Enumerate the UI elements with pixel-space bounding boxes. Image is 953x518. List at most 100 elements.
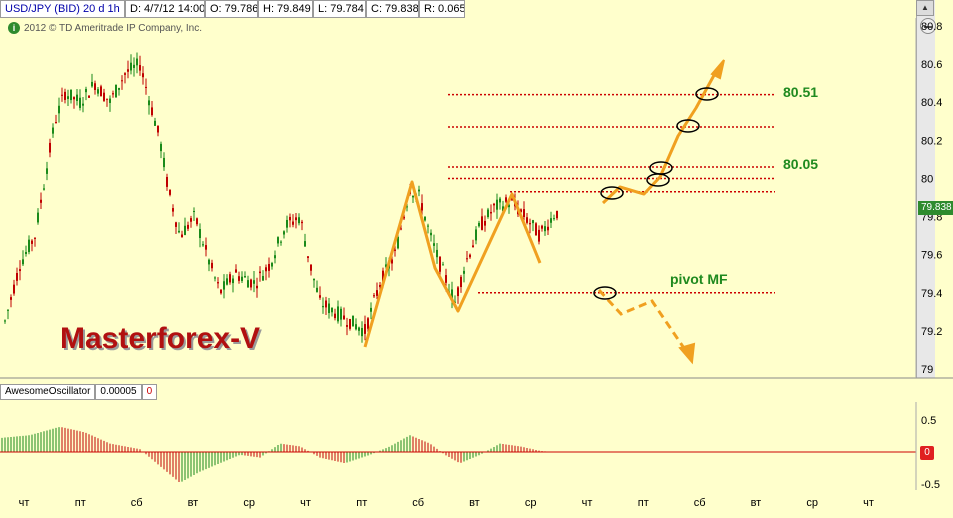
candle-body bbox=[400, 228, 402, 230]
candle-body bbox=[106, 98, 108, 100]
candle-body bbox=[271, 262, 273, 267]
candle-body bbox=[391, 259, 393, 264]
info-icon[interactable]: i bbox=[8, 22, 20, 34]
candle-body bbox=[172, 208, 174, 212]
candle-body bbox=[289, 216, 291, 221]
candle-body bbox=[61, 94, 63, 96]
candle-body bbox=[217, 282, 219, 284]
oscillator-panel[interactable]: 0.5 -0.5 bbox=[0, 402, 953, 490]
candle-body bbox=[223, 281, 225, 290]
candle-body bbox=[190, 218, 192, 222]
candle-body bbox=[304, 241, 306, 247]
oscillator-extra: 0 bbox=[141, 384, 158, 400]
time-axis-label: сб bbox=[130, 497, 143, 509]
time-axis-label: пт bbox=[356, 497, 368, 509]
time-axis-label: ср bbox=[806, 497, 818, 509]
candle-body bbox=[103, 92, 105, 101]
candle-body bbox=[436, 249, 438, 258]
candle-body bbox=[325, 300, 327, 308]
candle-body bbox=[340, 308, 342, 320]
candle-body bbox=[502, 206, 504, 212]
date-readout: D: 4/7/12 14:00 bbox=[125, 0, 205, 18]
candle-body bbox=[334, 313, 336, 319]
price-axis-label: 80.2 bbox=[921, 135, 942, 147]
candle-body bbox=[421, 203, 423, 211]
candle-body bbox=[475, 229, 477, 241]
time-axis-label: сб bbox=[693, 497, 706, 509]
candle-body bbox=[394, 249, 396, 251]
candle-body bbox=[337, 306, 339, 322]
time-axis-label: пт bbox=[74, 497, 86, 509]
candle-body bbox=[544, 226, 546, 232]
candle-body bbox=[166, 176, 168, 187]
candle-body bbox=[184, 225, 186, 235]
candle-body bbox=[472, 245, 474, 248]
candle-body bbox=[55, 122, 57, 124]
current-price-badge: 79.838 bbox=[918, 201, 953, 215]
symbol-label[interactable]: USD/JPY (BID) 20 d 1h bbox=[0, 0, 125, 18]
level-label: 80.51 bbox=[783, 83, 819, 100]
candle-body bbox=[310, 264, 312, 271]
candle-body bbox=[292, 221, 294, 225]
candle-body bbox=[214, 277, 216, 279]
candle-body bbox=[196, 218, 198, 225]
candle-body bbox=[211, 262, 213, 269]
oscillator-name[interactable]: AwesomeOscillator bbox=[0, 384, 96, 400]
candle-body bbox=[523, 209, 525, 218]
candle-body bbox=[121, 80, 123, 82]
level-label: 80.05 bbox=[783, 156, 819, 172]
candle-body bbox=[385, 264, 387, 267]
candle-body bbox=[139, 65, 141, 71]
time-axis-label: ср bbox=[524, 497, 537, 509]
candle-body bbox=[352, 315, 354, 327]
candle-body bbox=[520, 209, 522, 212]
candle-body bbox=[259, 271, 261, 274]
candle-body bbox=[127, 69, 129, 72]
candle-body bbox=[238, 276, 240, 281]
level-lines bbox=[448, 93, 775, 294]
candle-body bbox=[241, 276, 243, 281]
target-marker bbox=[695, 87, 719, 101]
time-axis-label: чт bbox=[581, 497, 593, 509]
candle-body bbox=[535, 223, 537, 236]
close-readout: C: 79.838 bbox=[366, 0, 419, 18]
candle-body bbox=[316, 287, 318, 292]
scroll-up-arrow-icon[interactable]: ▲ bbox=[916, 0, 934, 16]
candle-body bbox=[97, 89, 99, 94]
candle-body bbox=[463, 270, 465, 274]
candle-body bbox=[76, 94, 78, 101]
osc-axis-label-bottom: -0.5 bbox=[921, 479, 940, 490]
high-readout: H: 79.849 bbox=[258, 0, 313, 18]
candle-body bbox=[262, 275, 264, 281]
candle-body bbox=[46, 168, 48, 174]
candle-body bbox=[508, 204, 510, 208]
projection-lines bbox=[363, 59, 725, 365]
candle-body bbox=[28, 239, 30, 253]
candle-body bbox=[538, 229, 540, 242]
candle-body bbox=[22, 259, 24, 265]
candle-body bbox=[136, 58, 138, 66]
up-arrow-icon bbox=[710, 59, 725, 80]
candle-body bbox=[439, 256, 441, 272]
candle-body bbox=[430, 232, 432, 236]
candle-body bbox=[433, 243, 435, 246]
candle-body bbox=[295, 217, 297, 221]
time-axis-label: ср bbox=[243, 497, 255, 509]
candle-body bbox=[91, 81, 93, 87]
time-axis-label: пт bbox=[637, 497, 649, 509]
price-axis-label: 80 bbox=[921, 173, 933, 185]
candle-body bbox=[265, 267, 267, 272]
candle-body bbox=[124, 73, 126, 75]
candle-body bbox=[370, 307, 372, 312]
candle-body bbox=[469, 254, 471, 258]
target-marker bbox=[649, 161, 673, 175]
candle-body bbox=[73, 97, 75, 100]
candle-body bbox=[181, 234, 183, 238]
candle-body bbox=[79, 97, 81, 108]
candle-body bbox=[379, 284, 381, 288]
candle-body bbox=[202, 244, 204, 246]
zoom-out-icon[interactable] bbox=[920, 18, 936, 34]
candle-body bbox=[286, 219, 288, 228]
